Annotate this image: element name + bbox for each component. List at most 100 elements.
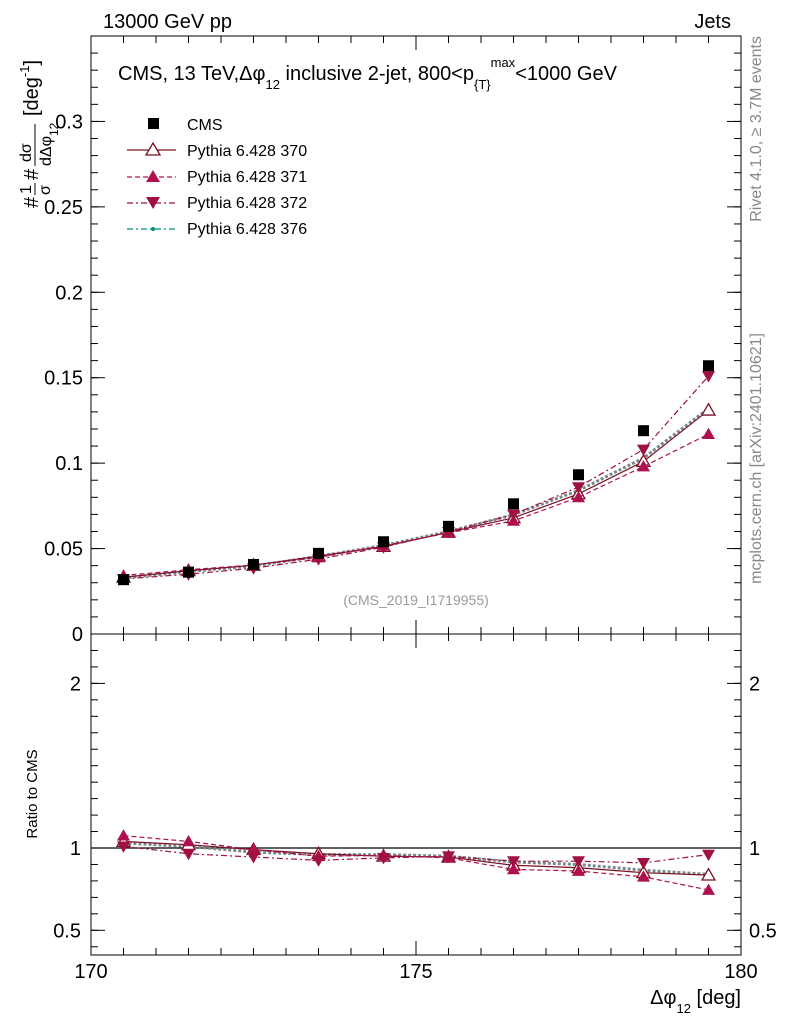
main-point-0 — [573, 469, 584, 481]
svg-text:#: # — [21, 168, 43, 180]
legend-marker-cms — [148, 118, 159, 129]
ratio-ytick-label: 1 — [70, 838, 81, 860]
x-tick-label: 175 — [399, 961, 432, 983]
ratio-ytick-label-right: 2 — [749, 673, 760, 695]
ratio-series-line-0 — [123, 840, 709, 876]
legend-label-376: Pythia 6.428 376 — [187, 221, 307, 238]
x-axis-label: Δφ12 [deg] — [650, 987, 741, 1016]
main-point-0 — [703, 360, 714, 372]
main-point-0 — [443, 520, 454, 532]
main-series-0 — [118, 360, 714, 586]
mcplots-label: mcplots.cern.ch [arXiv:2401.10621] — [748, 333, 765, 584]
ratio-point-2 — [247, 852, 260, 864]
ratio-point-2 — [702, 849, 715, 862]
svg-text:[deg-1]: [deg-1] — [17, 60, 43, 116]
main-series-line-3 — [123, 375, 709, 580]
main-point-0 — [183, 566, 194, 578]
ratio-point-2 — [182, 848, 195, 861]
ratio-series-0 — [115, 833, 717, 881]
legend-marker-376 — [151, 227, 155, 231]
main-series-3 — [117, 371, 715, 586]
svg-text:1: 1 — [18, 185, 35, 194]
legend-label-372: Pythia 6.428 372 — [187, 195, 307, 212]
main-point-2 — [702, 427, 715, 439]
main-point-0 — [378, 536, 389, 548]
main-point-2 — [637, 460, 650, 472]
main-ylabel: # 1 σ # dσ dΔφ 12 [deg-1] — [17, 60, 61, 208]
legend-entry-376: Pythia 6.428 376 — [127, 221, 307, 238]
main-point-3 — [507, 509, 520, 521]
legend-entry-cms: CMS — [148, 117, 223, 134]
main-series-1 — [115, 402, 717, 583]
ratio-ytick-label-right: 1 — [749, 838, 760, 860]
x-tick-label: 170 — [74, 961, 107, 983]
ratio-point-0 — [700, 867, 717, 881]
legend-label-370: Pythia 6.428 370 — [187, 143, 307, 160]
ratio-point-1 — [702, 883, 715, 895]
ratio-series-1 — [117, 829, 715, 895]
x-tick-label: 180 — [724, 961, 757, 983]
ratio-ytick-label: 2 — [70, 673, 81, 695]
legend-marker-372 — [146, 197, 160, 209]
ratio-point-2 — [117, 841, 130, 853]
main-point-1 — [700, 402, 717, 416]
legend-label-cms: CMS — [187, 117, 223, 134]
ratio-point-1 — [572, 864, 585, 876]
legend-marker-370 — [144, 141, 162, 156]
main-point-0 — [313, 547, 324, 559]
main-ytick-label: 0.2 — [55, 282, 83, 304]
main-ytick-label: 0 — [72, 624, 83, 646]
legend-entry-372: Pythia 6.428 372 — [127, 195, 307, 212]
legend-entry-370: Pythia 6.428 370 — [127, 141, 307, 160]
main-series-layer — [115, 360, 717, 586]
svg-text:dΔφ: dΔφ — [38, 136, 55, 166]
main-point-0 — [638, 425, 649, 437]
main-point-3 — [572, 482, 585, 494]
main-ytick-label: 0.25 — [44, 197, 83, 219]
ratio-point-2 — [572, 856, 585, 868]
ratio-ytick-label: 0.5 — [53, 920, 81, 942]
ratio-point-2 — [312, 855, 325, 867]
ratio-point-1 — [637, 870, 650, 882]
main-title: CMS, 13 TeV,Δφ12 inclusive 2-jet, 800<p{… — [118, 55, 618, 92]
ratio-point-2 — [637, 857, 650, 870]
main-ytick-label: 0.3 — [55, 111, 83, 133]
main-point-3 — [702, 371, 715, 383]
ratio-series-line-1 — [123, 835, 709, 891]
ratio-point-1 — [182, 834, 195, 847]
ratio-series-layer — [115, 829, 717, 895]
main-series-line-2 — [123, 433, 709, 577]
main-ytick-label: 0.1 — [55, 453, 83, 475]
ratio-series-2 — [117, 841, 715, 870]
legend-label-371: Pythia 6.428 371 — [187, 169, 307, 186]
main-series-2 — [117, 427, 715, 581]
ratio-ylabel: Ratio to CMS — [24, 749, 41, 838]
legend: CMS Pythia 6.428 370 Pythia 6.428 371 Py… — [127, 117, 307, 238]
main-point-0 — [248, 558, 259, 570]
main-point-3 — [637, 444, 650, 456]
main-series-line-4 — [123, 407, 710, 580]
ratio-series-line-3 — [123, 841, 709, 876]
rivet-label: Rivet 4.1.0, ≥ 3.7M events — [748, 36, 765, 222]
svg-text:σ: σ — [37, 185, 54, 195]
svg-text:#: # — [21, 196, 43, 208]
main-point-0 — [508, 498, 519, 510]
main-axis-ticks: 0 0.05 0.1 0.15 0.2 0.25 0.3 — [44, 36, 742, 646]
main-ytick-label: 0.15 — [44, 368, 83, 390]
header-right: Jets — [694, 11, 731, 33]
ratio-point-2 — [442, 851, 455, 863]
svg-text:dσ: dσ — [18, 143, 35, 162]
header-left: 13000 GeV pp — [103, 11, 232, 33]
ratio-point-1 — [117, 829, 130, 841]
ratio-axis-ticks: 0.5 0.5 1 1 2 2 170 175 180 — [53, 634, 777, 983]
svg-text:12: 12 — [47, 122, 61, 136]
ratio-plot-frame — [90, 633, 742, 956]
ratio-point-2 — [377, 853, 390, 865]
main-series-line-1 — [123, 409, 709, 578]
legend-marker-371 — [146, 170, 160, 182]
main-point-2 — [572, 490, 585, 503]
ratio-point-2 — [507, 856, 520, 868]
ratio-point-1 — [507, 862, 520, 875]
legend-entry-371: Pythia 6.428 371 — [127, 169, 307, 186]
